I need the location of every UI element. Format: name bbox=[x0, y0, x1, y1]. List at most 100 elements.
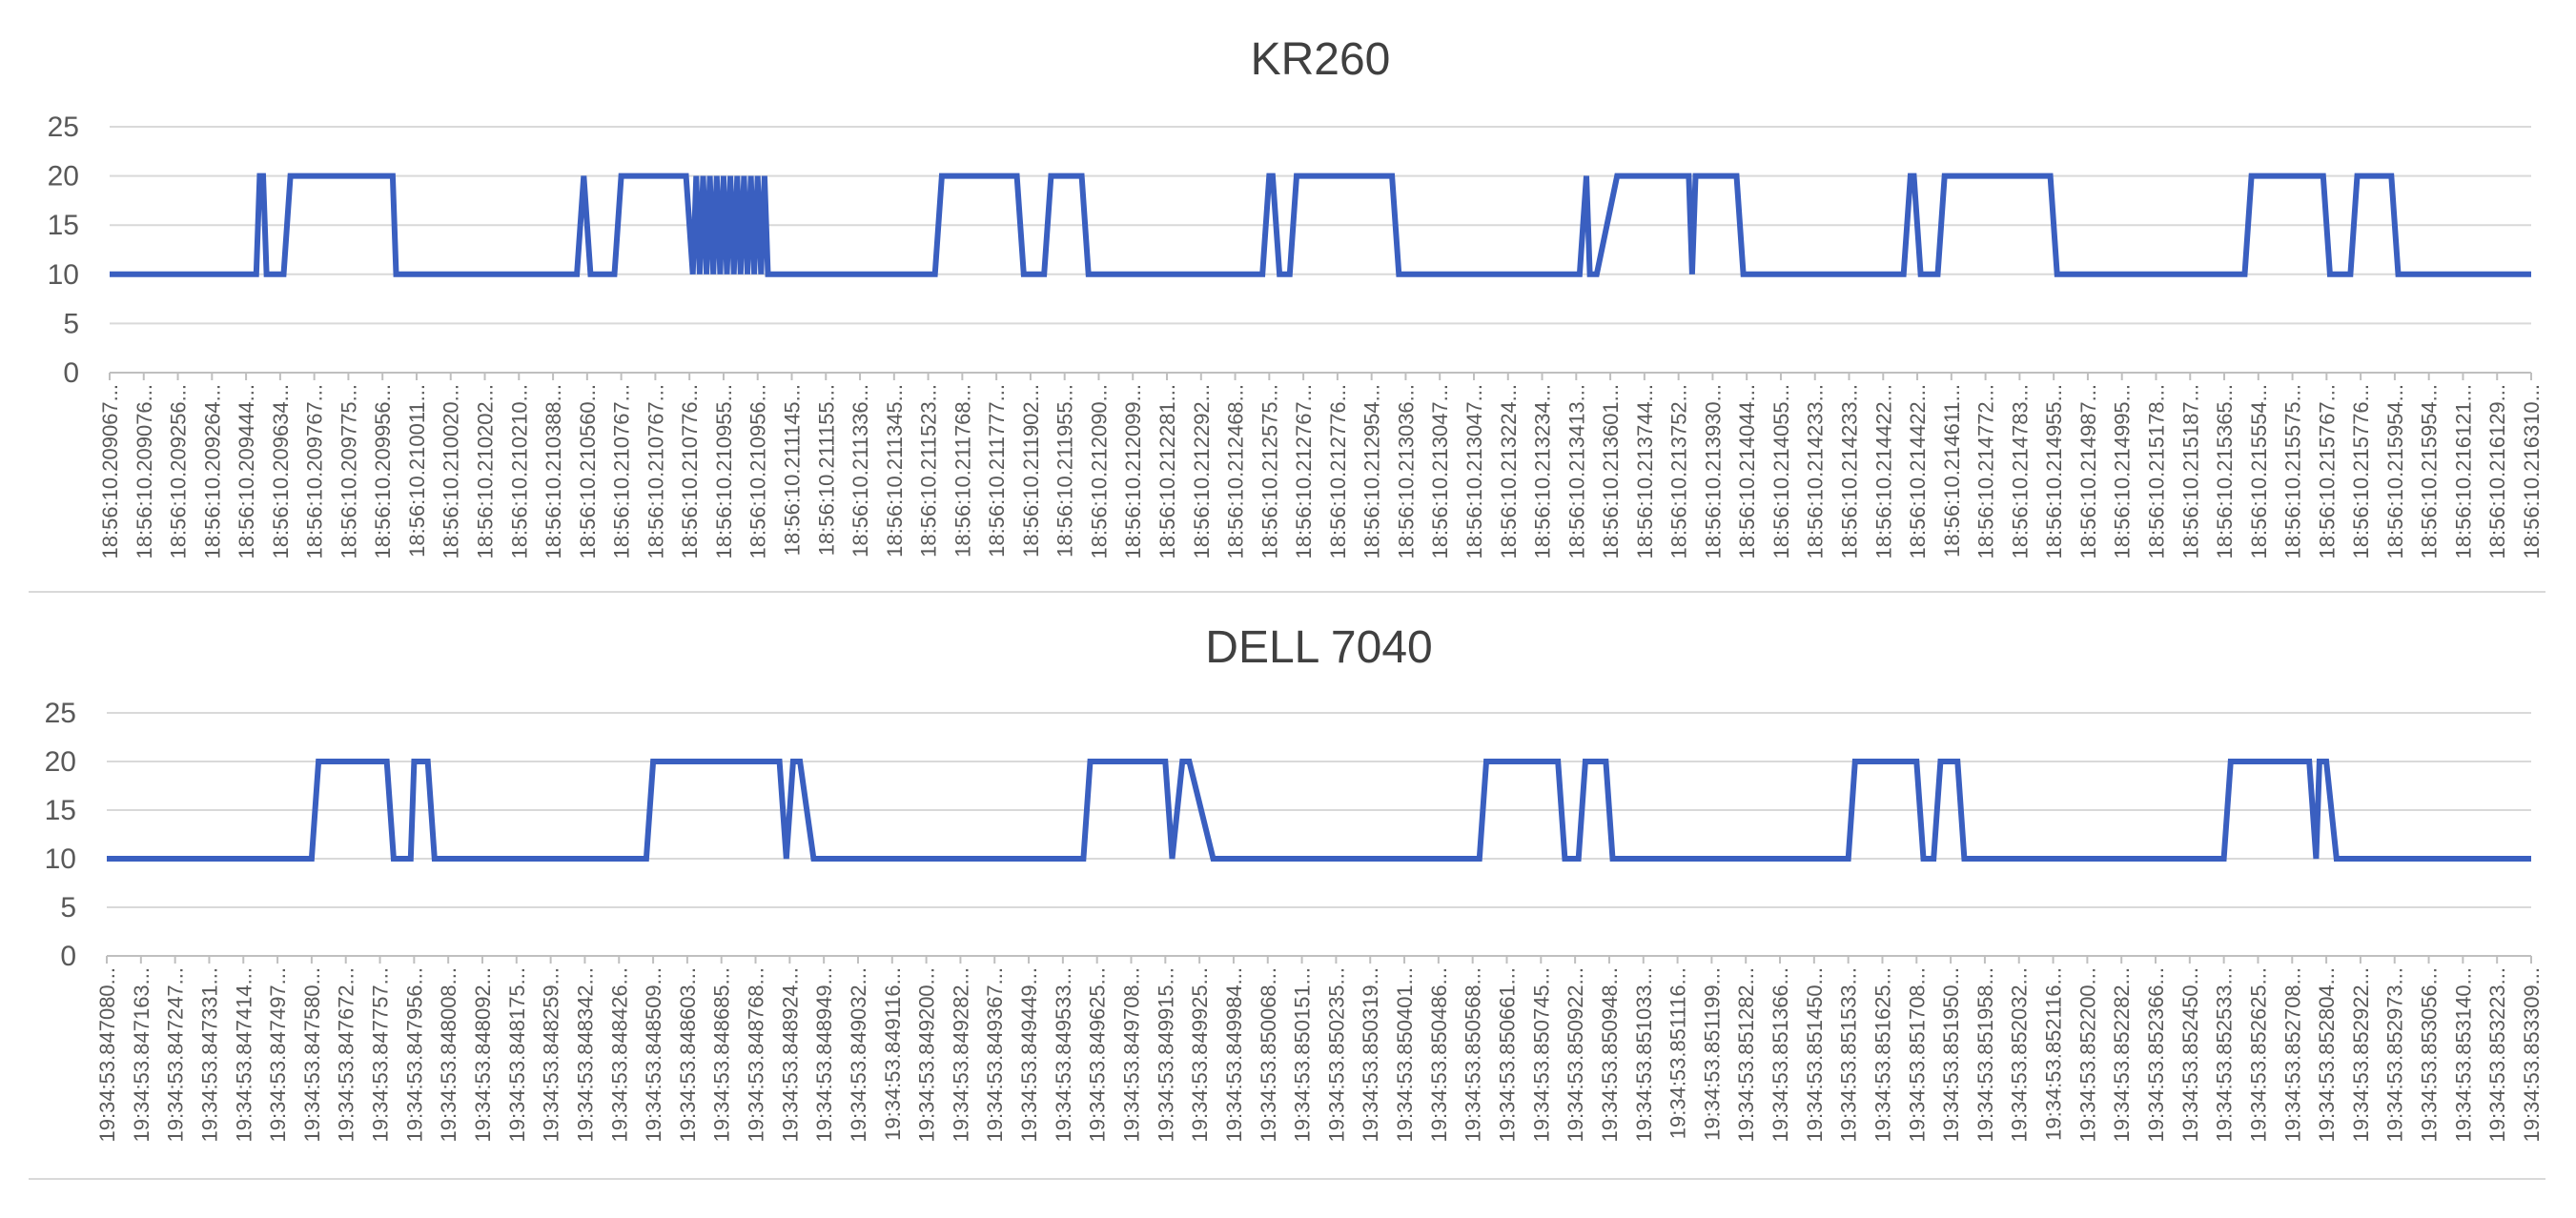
x-tick-label: 18:56:10.210776... bbox=[678, 384, 702, 559]
x-tick-label: 19:34:53.847414... bbox=[232, 967, 256, 1143]
x-tick-label: 19:34:53.852922... bbox=[2349, 967, 2373, 1143]
x-tick-label: 18:56:10.214783... bbox=[2008, 384, 2032, 559]
x-tick-label: 19:34:53.852973... bbox=[2383, 967, 2407, 1143]
x-tick-label: 18:56:10.209256... bbox=[167, 384, 191, 559]
x-tick-label: 19:34:53.849984... bbox=[1222, 967, 1246, 1143]
y-tick-label: 5 bbox=[60, 892, 76, 924]
chart-kr260-svg: KR260 0 5 10 15 20 25 18:56:10.209067... 18:56:1… bbox=[48, 34, 2544, 559]
x-tick-label: 18:56:10.212292... bbox=[1190, 384, 1214, 559]
x-tick-label: 18:56:10.210560... bbox=[576, 384, 600, 559]
x-tick-label: 19:34:53.851199... bbox=[1700, 967, 1724, 1141]
x-tick-label: 19:34:53.848768... bbox=[745, 967, 768, 1143]
x-tick-label: 19:34:53.853056... bbox=[2418, 967, 2442, 1143]
x-tick-label: 18:56:10.210210... bbox=[507, 384, 531, 559]
x-tick-label: 19:34:53.848924... bbox=[778, 967, 802, 1143]
y-tick-label: 20 bbox=[48, 161, 79, 193]
x-tick-label: 19:34:53.849915... bbox=[1154, 967, 1177, 1143]
x-tick-label: 18:56:10.211902... bbox=[1019, 384, 1043, 558]
x-tick-label: 18:56:10.211155... bbox=[814, 384, 838, 556]
x-tick-label: 18:56:10.214422... bbox=[1871, 384, 1895, 559]
x-tick-label: 18:56:10.214044... bbox=[1735, 384, 1759, 559]
x-tick-label: 19:34:53.850661... bbox=[1495, 967, 1519, 1143]
y-tick-label: 10 bbox=[45, 843, 76, 875]
x-tick-label: 19:34:53.848949... bbox=[812, 967, 836, 1143]
x-tick-label: 18:56:10.213744... bbox=[1633, 384, 1657, 559]
x-tick-label: 19:34:53.847163... bbox=[130, 967, 153, 1143]
x-tick-label: 18:56:10.209076... bbox=[133, 384, 156, 559]
x-tick-label: 18:56:10.213047... bbox=[1462, 384, 1486, 559]
x-tick-label: 18:56:10.214233... bbox=[1804, 384, 1828, 559]
x-tick-label: 18:56:10.211955... bbox=[1053, 384, 1077, 558]
x-tick-label: 18:56:10.210956... bbox=[746, 384, 770, 559]
x-tick-label: 19:34:53.850235... bbox=[1324, 967, 1348, 1143]
y-tick-label: 15 bbox=[45, 795, 76, 826]
x-tick-label: 18:56:10.214233... bbox=[1838, 384, 1862, 559]
x-tick-label: 19:34:53.851033... bbox=[1632, 967, 1656, 1143]
x-tick-label: 19:34:53.848175... bbox=[505, 967, 529, 1143]
x-tick-label: 18:56:10.209775... bbox=[337, 384, 360, 559]
x-tick-label: 18:56:10.210955... bbox=[712, 384, 736, 559]
x-tick-label: 18:56:10.209067... bbox=[98, 384, 122, 559]
x-tick-label: 18:56:10.215575... bbox=[2281, 384, 2305, 559]
x-tick-label: 18:56:10.210020... bbox=[440, 384, 463, 559]
x-tick-label: 18:56:10.210202... bbox=[474, 384, 498, 559]
x-tick-label: 19:34:53.852200... bbox=[2075, 967, 2099, 1143]
x-tick-label: 19:34:53.848342... bbox=[573, 967, 597, 1143]
chart-title: DELL 7040 bbox=[1205, 622, 1432, 673]
x-tick-label: 18:56:10.210767... bbox=[610, 384, 634, 559]
x-tick-label: 19:34:53.849116... bbox=[881, 967, 905, 1141]
x-tick-label: 18:56:10.216129... bbox=[2485, 384, 2509, 559]
x-tick-label: 18:56:10.216121... bbox=[2451, 384, 2475, 559]
chart-dell-7040-svg: DELL 7040 0 5 10 15 20 25 19:34:53.847080... 19:… bbox=[45, 622, 2544, 1143]
x-tick-label: 19:34:53.847757... bbox=[369, 967, 393, 1143]
x-tick-label: 18:56:10.212281... bbox=[1155, 384, 1179, 559]
x-tick-label: 18:56:10.215187... bbox=[2178, 384, 2202, 559]
x-tick-label: 19:34:53.847672... bbox=[335, 967, 358, 1143]
x-tick-label: 19:34:53.852450... bbox=[2178, 967, 2202, 1143]
x-tick-label: 19:34:53.851282... bbox=[1734, 967, 1758, 1143]
x-tick-label: 19:34:53.849367... bbox=[983, 967, 1007, 1143]
x-tick-label: 19:34:53.848685... bbox=[710, 967, 734, 1143]
x-tick-label: 19:34:53.850319... bbox=[1359, 967, 1382, 1143]
x-tick-label: 18:56:10.215554... bbox=[2247, 384, 2271, 559]
x-tick-label: 18:56:10.213224... bbox=[1497, 384, 1521, 559]
x-tick-label: 19:34:53.849449... bbox=[1017, 967, 1041, 1143]
x-tick-label: 18:56:10.215776... bbox=[2349, 384, 2373, 559]
x-tick-label: 19:34:53.847080... bbox=[95, 967, 119, 1143]
x-tick-label: 18:56:10.212090... bbox=[1087, 384, 1111, 559]
x-tick-label: 18:56:10.214995... bbox=[2111, 384, 2135, 559]
x-tick-label: 18:56:10.214422... bbox=[1906, 384, 1930, 559]
x-tick-label: 19:34:53.851533... bbox=[1837, 967, 1861, 1143]
x-tick-label: 19:34:53.853140... bbox=[2451, 967, 2475, 1143]
chart-kr260: KR260 0 5 10 15 20 25 18:56:10.209067... 18:56:1… bbox=[0, 0, 2576, 593]
x-tick-label: 18:56:10.213930... bbox=[1701, 384, 1725, 559]
x-tick-label: 18:56:10.212776... bbox=[1326, 384, 1350, 559]
x-tick-label: 18:56:10.215954... bbox=[2418, 384, 2442, 559]
x-tick-label: 18:56:10.215767... bbox=[2315, 384, 2339, 559]
x-tick-label: 18:56:10.214055... bbox=[1769, 384, 1793, 559]
x-tick-label: 18:56:10.209264... bbox=[200, 384, 224, 559]
x-tick-label: 18:56:10.213047... bbox=[1428, 384, 1452, 559]
x-tick-label: 19:34:53.849032... bbox=[847, 967, 870, 1143]
x-tick-label: 18:56:10.213234... bbox=[1531, 384, 1555, 559]
x-tick-label: 19:34:53.852804... bbox=[2315, 967, 2339, 1143]
series-line bbox=[110, 173, 2531, 277]
x-tick-label: 18:56:10.211523... bbox=[917, 384, 941, 558]
x-tick-label: 19:34:53.847580... bbox=[300, 967, 324, 1143]
x-tick-label: 19:34:53.851708... bbox=[1905, 967, 1929, 1143]
x-tick-label: 19:34:53.847331... bbox=[197, 967, 221, 1143]
x-tick-label: 18:56:10.216310... bbox=[2520, 384, 2544, 559]
x-tick-label: 18:56:10.211145... bbox=[780, 384, 804, 556]
x-tick-label: 18:56:10.209956... bbox=[371, 384, 395, 559]
y-tick-label: 25 bbox=[48, 112, 79, 143]
x-tick-label: 19:34:53.849200... bbox=[915, 967, 939, 1143]
x-tick-label: 19:34:53.852282... bbox=[2110, 967, 2134, 1143]
x-tick-label: 18:56:10.215365... bbox=[2213, 384, 2237, 559]
x-tick-label: 19:34:53.853309... bbox=[2520, 967, 2544, 1143]
x-tick-label: 18:56:10.211768... bbox=[951, 384, 974, 558]
x-tick-label: 18:56:10.212767... bbox=[1292, 384, 1316, 559]
x-tick-label: 19:34:53.848603... bbox=[676, 967, 700, 1143]
y-tick-label: 20 bbox=[45, 746, 76, 778]
chart-title: KR260 bbox=[1251, 34, 1391, 85]
y-tick-label: 0 bbox=[63, 357, 79, 389]
